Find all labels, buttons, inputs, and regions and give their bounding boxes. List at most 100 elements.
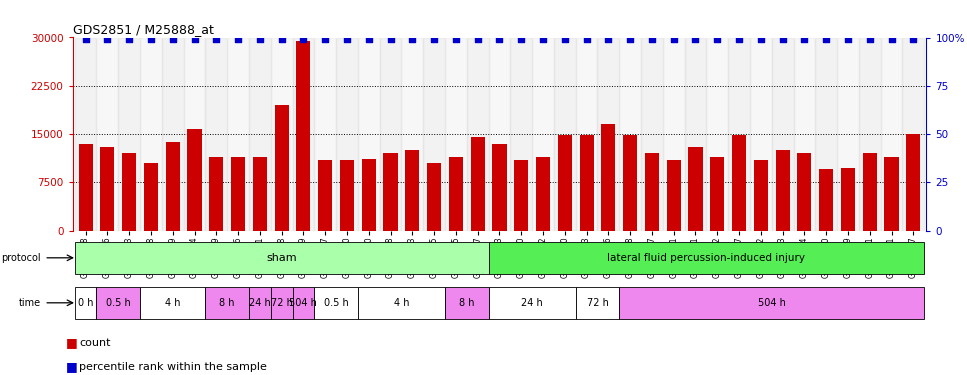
Bar — [558, 135, 571, 231]
Bar — [536, 157, 550, 231]
Point — [491, 36, 507, 42]
Text: lateral fluid percussion-induced injury: lateral fluid percussion-induced injury — [607, 253, 806, 263]
Bar — [231, 157, 246, 231]
Bar — [337, 38, 358, 231]
Bar — [74, 242, 488, 274]
Bar — [710, 157, 724, 231]
Bar — [776, 150, 790, 231]
Point — [361, 36, 376, 42]
Bar — [772, 38, 794, 231]
Text: 0.5 h: 0.5 h — [106, 298, 131, 308]
Bar — [165, 142, 180, 231]
Bar — [598, 38, 619, 231]
Bar — [859, 38, 881, 231]
Bar — [488, 287, 575, 319]
Text: 24 h: 24 h — [249, 298, 271, 308]
Bar — [619, 38, 641, 231]
Text: GDS2851 / M25888_at: GDS2851 / M25888_at — [73, 23, 214, 36]
Point — [426, 36, 442, 42]
Text: 0 h: 0 h — [78, 298, 94, 308]
Point — [623, 36, 638, 42]
Bar — [78, 144, 93, 231]
Bar — [184, 38, 205, 231]
Text: 4 h: 4 h — [165, 298, 181, 308]
Bar — [750, 38, 772, 231]
Bar — [314, 38, 337, 231]
Bar — [271, 287, 293, 319]
Bar — [74, 38, 97, 231]
Point — [470, 36, 485, 42]
Bar — [794, 38, 815, 231]
Point — [383, 36, 398, 42]
Point — [862, 36, 877, 42]
Point — [797, 36, 812, 42]
Bar — [252, 157, 267, 231]
Bar — [554, 38, 575, 231]
Bar — [101, 147, 114, 231]
Bar — [815, 38, 837, 231]
Point — [579, 36, 595, 42]
Bar — [885, 157, 898, 231]
Bar — [623, 135, 637, 231]
Bar — [318, 160, 333, 231]
Bar — [532, 38, 554, 231]
Bar — [662, 38, 685, 231]
Text: sham: sham — [266, 253, 297, 263]
Bar — [728, 38, 750, 231]
Bar — [380, 38, 401, 231]
Bar — [579, 135, 594, 231]
Bar — [445, 287, 488, 319]
Point — [905, 36, 921, 42]
Point — [666, 36, 682, 42]
Text: 504 h: 504 h — [289, 298, 317, 308]
Bar — [492, 144, 507, 231]
Bar — [706, 38, 728, 231]
Bar — [74, 287, 97, 319]
Point — [122, 36, 137, 42]
Bar — [753, 160, 768, 231]
Bar — [384, 153, 397, 231]
Bar — [511, 38, 532, 231]
Bar — [122, 153, 136, 231]
Text: ■: ■ — [66, 336, 77, 349]
Bar — [798, 153, 811, 231]
Bar — [863, 153, 877, 231]
Bar — [118, 38, 140, 231]
Bar — [249, 38, 271, 231]
Point — [187, 36, 202, 42]
Bar — [906, 134, 921, 231]
Bar — [140, 38, 161, 231]
Point — [143, 36, 159, 42]
Text: 0.5 h: 0.5 h — [324, 298, 348, 308]
Bar — [601, 124, 615, 231]
Text: 24 h: 24 h — [521, 298, 543, 308]
Point — [688, 36, 703, 42]
Text: 4 h: 4 h — [394, 298, 409, 308]
Text: 72 h: 72 h — [271, 298, 293, 308]
Bar — [471, 137, 484, 231]
Point — [252, 36, 268, 42]
Bar — [188, 129, 201, 231]
Bar — [514, 160, 528, 231]
Bar — [685, 38, 706, 231]
Bar — [666, 160, 681, 231]
Bar — [819, 170, 834, 231]
Bar — [144, 163, 158, 231]
Text: ■: ■ — [66, 360, 77, 374]
Point — [818, 36, 834, 42]
Bar — [161, 38, 184, 231]
Point — [296, 36, 311, 42]
Bar — [902, 38, 924, 231]
Point — [884, 36, 899, 42]
Bar — [575, 287, 619, 319]
Bar — [467, 38, 488, 231]
Bar — [97, 38, 118, 231]
Text: protocol: protocol — [1, 253, 41, 263]
Bar — [275, 105, 289, 231]
Bar — [249, 287, 271, 319]
Bar — [488, 242, 924, 274]
Point — [100, 36, 115, 42]
Point — [317, 36, 333, 42]
Bar — [209, 157, 223, 231]
Bar — [732, 135, 747, 231]
